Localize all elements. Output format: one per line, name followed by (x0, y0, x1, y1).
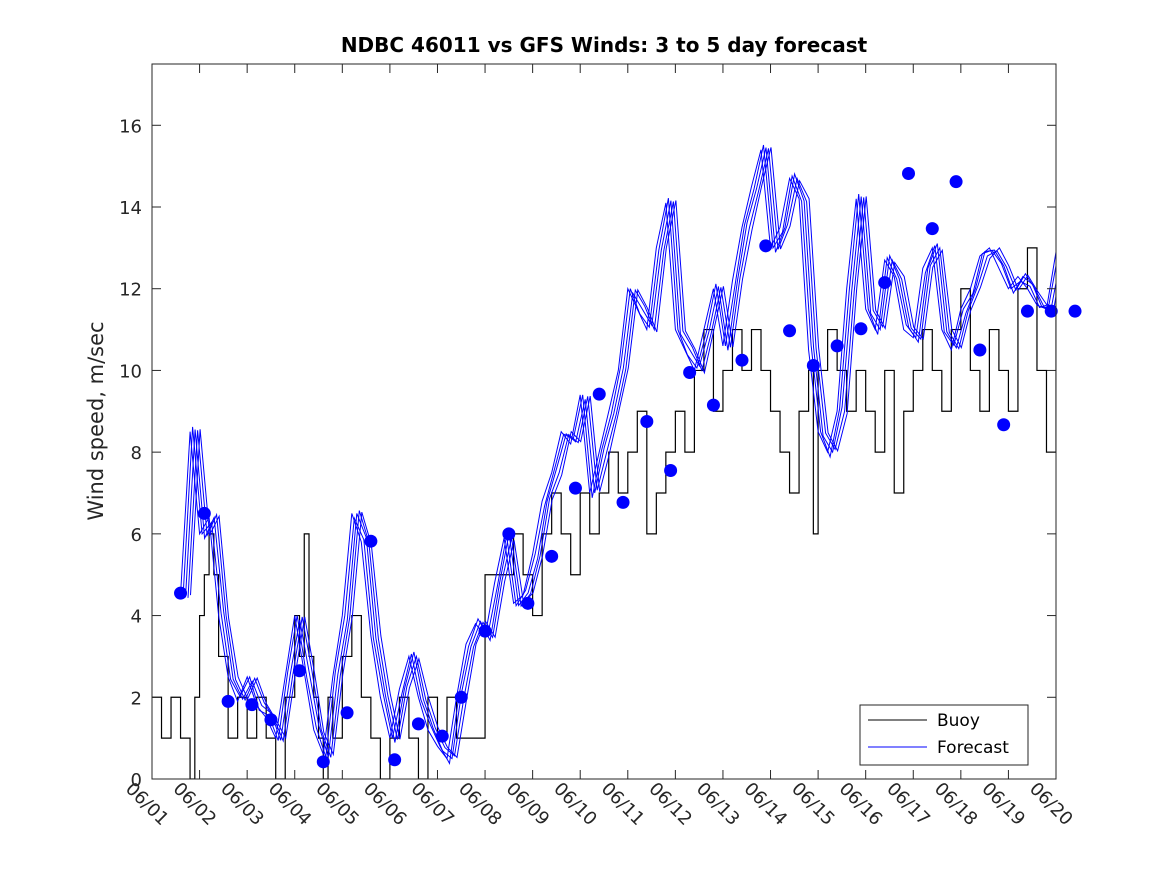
forecast-series-line (190, 147, 1056, 759)
forecast-marker (316, 755, 330, 769)
forecast-marker (435, 729, 449, 743)
forecast-marker (783, 324, 797, 338)
forecast-marker (1068, 304, 1082, 318)
forecast-series-line (185, 147, 1056, 760)
y-tick-label: 0 (131, 770, 142, 791)
forecast-marker (806, 359, 820, 373)
legend-forecast-label: Forecast (937, 738, 1009, 758)
chart-title: NDBC 46011 vs GFS Winds: 3 to 5 day fore… (341, 33, 868, 57)
forecast-marker (292, 664, 306, 678)
y-tick-label: 2 (131, 688, 142, 709)
forecast-marker (364, 534, 378, 548)
forecast-series-line (187, 148, 1056, 758)
forecast-marker (664, 464, 678, 478)
forecast-marker (221, 694, 235, 708)
forecast-marker (502, 527, 516, 541)
forecast-marker (245, 698, 259, 712)
y-tick-label: 16 (119, 116, 142, 137)
forecast-marker (973, 343, 987, 357)
forecast-marker (735, 353, 749, 367)
y-axis-label: Wind speed, m/sec (84, 321, 108, 520)
legend-buoy-label: Buoy (937, 711, 980, 731)
y-tick-label: 4 (131, 607, 142, 628)
forecast-marker (388, 753, 402, 767)
forecast-marker (1020, 304, 1034, 318)
forecast-marker (854, 322, 868, 336)
forecast-marker (545, 549, 559, 563)
forecast-marker (997, 418, 1011, 432)
forecast-series-line (180, 149, 1056, 760)
forecast-marker (454, 690, 468, 704)
forecast-marker (521, 596, 535, 610)
legend: Buoy Forecast (859, 704, 1029, 766)
forecast-marker (1044, 304, 1058, 318)
forecast-marker (878, 276, 892, 290)
legend-box (859, 704, 1029, 766)
y-tick-label: 8 (131, 443, 142, 464)
y-tick-label: 14 (119, 198, 142, 219)
forecast-marker (411, 717, 425, 731)
forecast-marker (925, 222, 939, 236)
forecast-marker (949, 175, 963, 189)
forecast-marker (568, 481, 582, 495)
y-tick-label: 12 (119, 280, 142, 301)
forecast-marker (264, 713, 278, 727)
forecast-marker (174, 586, 188, 600)
y-tick-label: 6 (131, 525, 142, 546)
forecast-marker (640, 415, 654, 428)
forecast-marker (759, 239, 773, 253)
plot-area-frame (151, 63, 1057, 780)
forecast-marker (340, 706, 354, 720)
forecast-marker (830, 339, 844, 353)
forecast-marker (683, 365, 697, 379)
forecast-marker (478, 624, 492, 638)
forecast-marker (197, 506, 211, 520)
forecast-marker (902, 166, 916, 180)
forecast-marker (592, 387, 606, 401)
y-tick-label: 10 (119, 361, 142, 382)
forecast-marker (616, 495, 630, 509)
forecast-marker (706, 398, 720, 412)
